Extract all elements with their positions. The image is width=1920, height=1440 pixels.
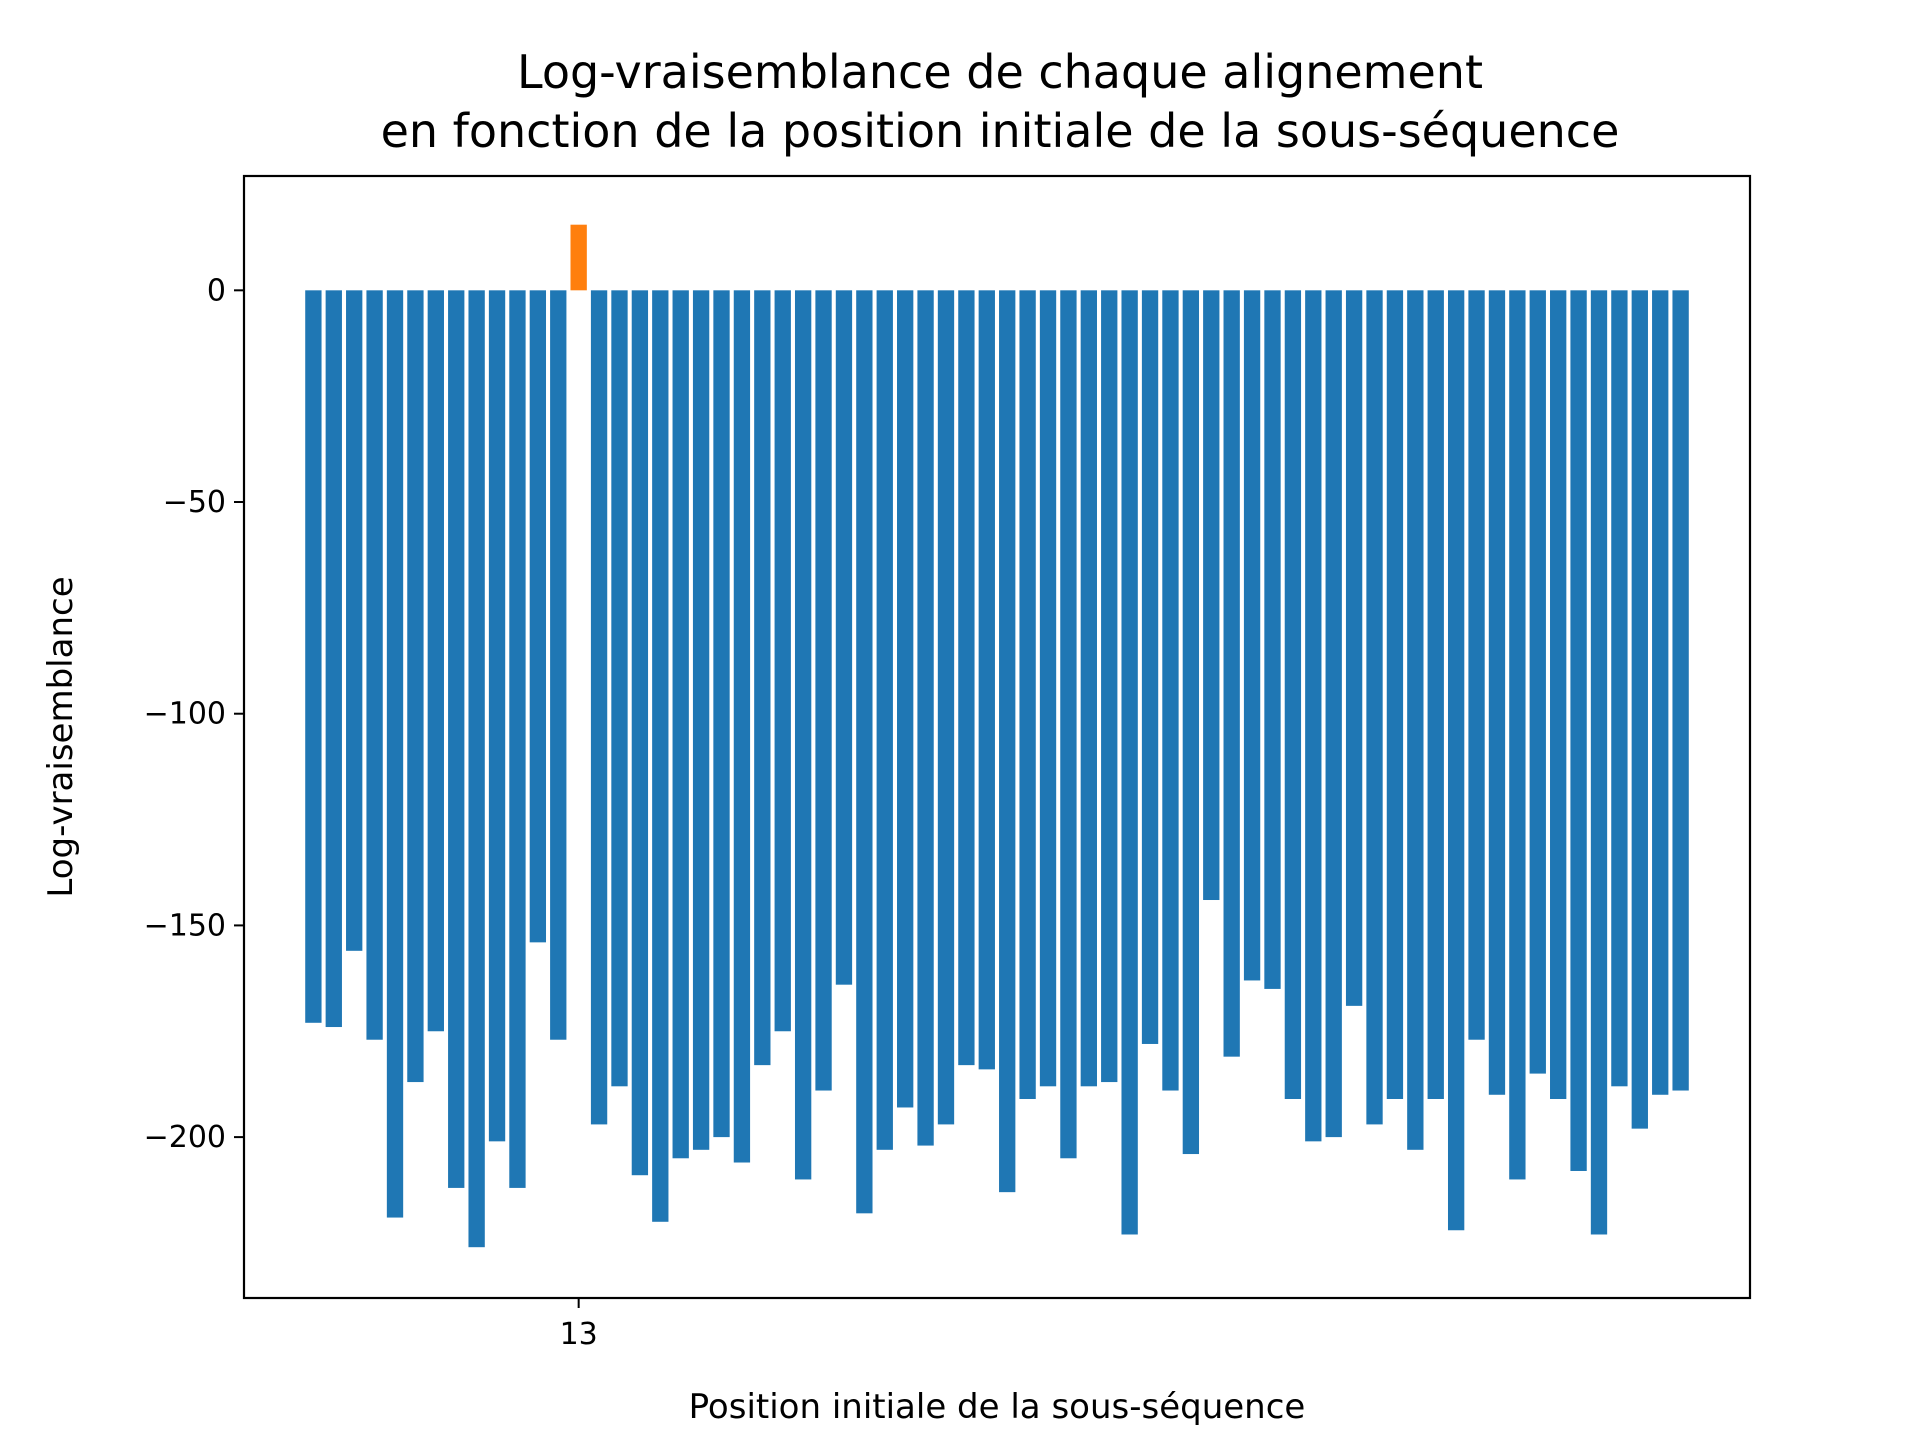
bar (305, 290, 322, 1023)
bar (1468, 290, 1485, 1040)
bar (733, 290, 751, 1163)
bar (978, 290, 995, 1070)
bar (1386, 290, 1404, 1100)
bar (652, 290, 669, 1222)
bar (1631, 290, 1648, 1129)
bar (1182, 290, 1200, 1155)
bar (448, 290, 465, 1188)
bars-group (305, 224, 1689, 1248)
bar (1243, 290, 1261, 981)
bar (550, 290, 567, 1040)
bar (1141, 290, 1159, 1044)
bar (1080, 290, 1097, 1087)
y-axis: 0 −50 −100 −150 −200 (144, 273, 244, 1155)
bar (1060, 290, 1077, 1159)
y-tick-label: −100 (144, 697, 226, 732)
x-axis: 13 (560, 1298, 598, 1352)
bar (1509, 290, 1526, 1180)
bar (999, 290, 1016, 1193)
bar (1325, 290, 1342, 1138)
bar (917, 290, 934, 1146)
bar (1345, 290, 1363, 1006)
bar (488, 290, 506, 1142)
bar (509, 290, 526, 1188)
bar (794, 290, 812, 1180)
bar (407, 290, 424, 1083)
bar-highlight (570, 224, 587, 291)
plot-frame (242, 174, 1752, 1300)
bar (897, 290, 914, 1108)
bar (1162, 290, 1179, 1091)
bar (1611, 290, 1628, 1087)
bar (754, 290, 771, 1066)
bar (427, 290, 444, 1032)
bar (590, 290, 608, 1125)
bar (325, 290, 342, 1028)
bar (1407, 290, 1424, 1150)
bar (1570, 290, 1587, 1171)
bar (1264, 290, 1281, 989)
bar (1121, 290, 1138, 1235)
bar (468, 290, 485, 1248)
bar (1488, 290, 1506, 1095)
x-axis-label: Position initiale de la sous-séquence (689, 1387, 1306, 1427)
bar (692, 290, 710, 1150)
bar (1590, 290, 1608, 1235)
bar (672, 290, 689, 1159)
bar (835, 290, 853, 985)
bar (631, 290, 649, 1176)
bar (1223, 290, 1240, 1057)
bar (1203, 290, 1220, 901)
bar (1672, 290, 1689, 1091)
y-axis-label: Log-vraisemblance (41, 576, 81, 897)
y-tick-label: −50 (163, 485, 226, 520)
bar (1284, 290, 1302, 1100)
bar (937, 290, 955, 1125)
bar (386, 290, 404, 1218)
bar (876, 290, 893, 1150)
bar (346, 290, 363, 951)
bar (856, 290, 873, 1214)
y-tick-label: 0 (207, 273, 226, 308)
bar (1101, 290, 1118, 1083)
bar (1427, 290, 1444, 1100)
y-tick-label: −200 (144, 1120, 226, 1155)
chart-title-line-1: Log-vraisemblance de chaque alignement (517, 45, 1483, 99)
bar (815, 290, 832, 1091)
bar (1652, 290, 1669, 1095)
bar (1550, 290, 1567, 1100)
bar (1529, 290, 1546, 1074)
bar (366, 290, 383, 1040)
bar (611, 290, 628, 1087)
bar (529, 290, 547, 943)
bar (958, 290, 975, 1066)
bar (1019, 290, 1036, 1100)
bar (713, 290, 730, 1138)
bar (1447, 290, 1465, 1231)
x-tick-label: 13 (560, 1317, 598, 1352)
bar (1305, 290, 1322, 1142)
bar (1366, 290, 1383, 1125)
bar (774, 290, 791, 1032)
chart-title-line-2: en fonction de la position initiale de l… (381, 104, 1620, 158)
bar (1039, 290, 1057, 1087)
y-tick-label: −150 (144, 908, 226, 943)
